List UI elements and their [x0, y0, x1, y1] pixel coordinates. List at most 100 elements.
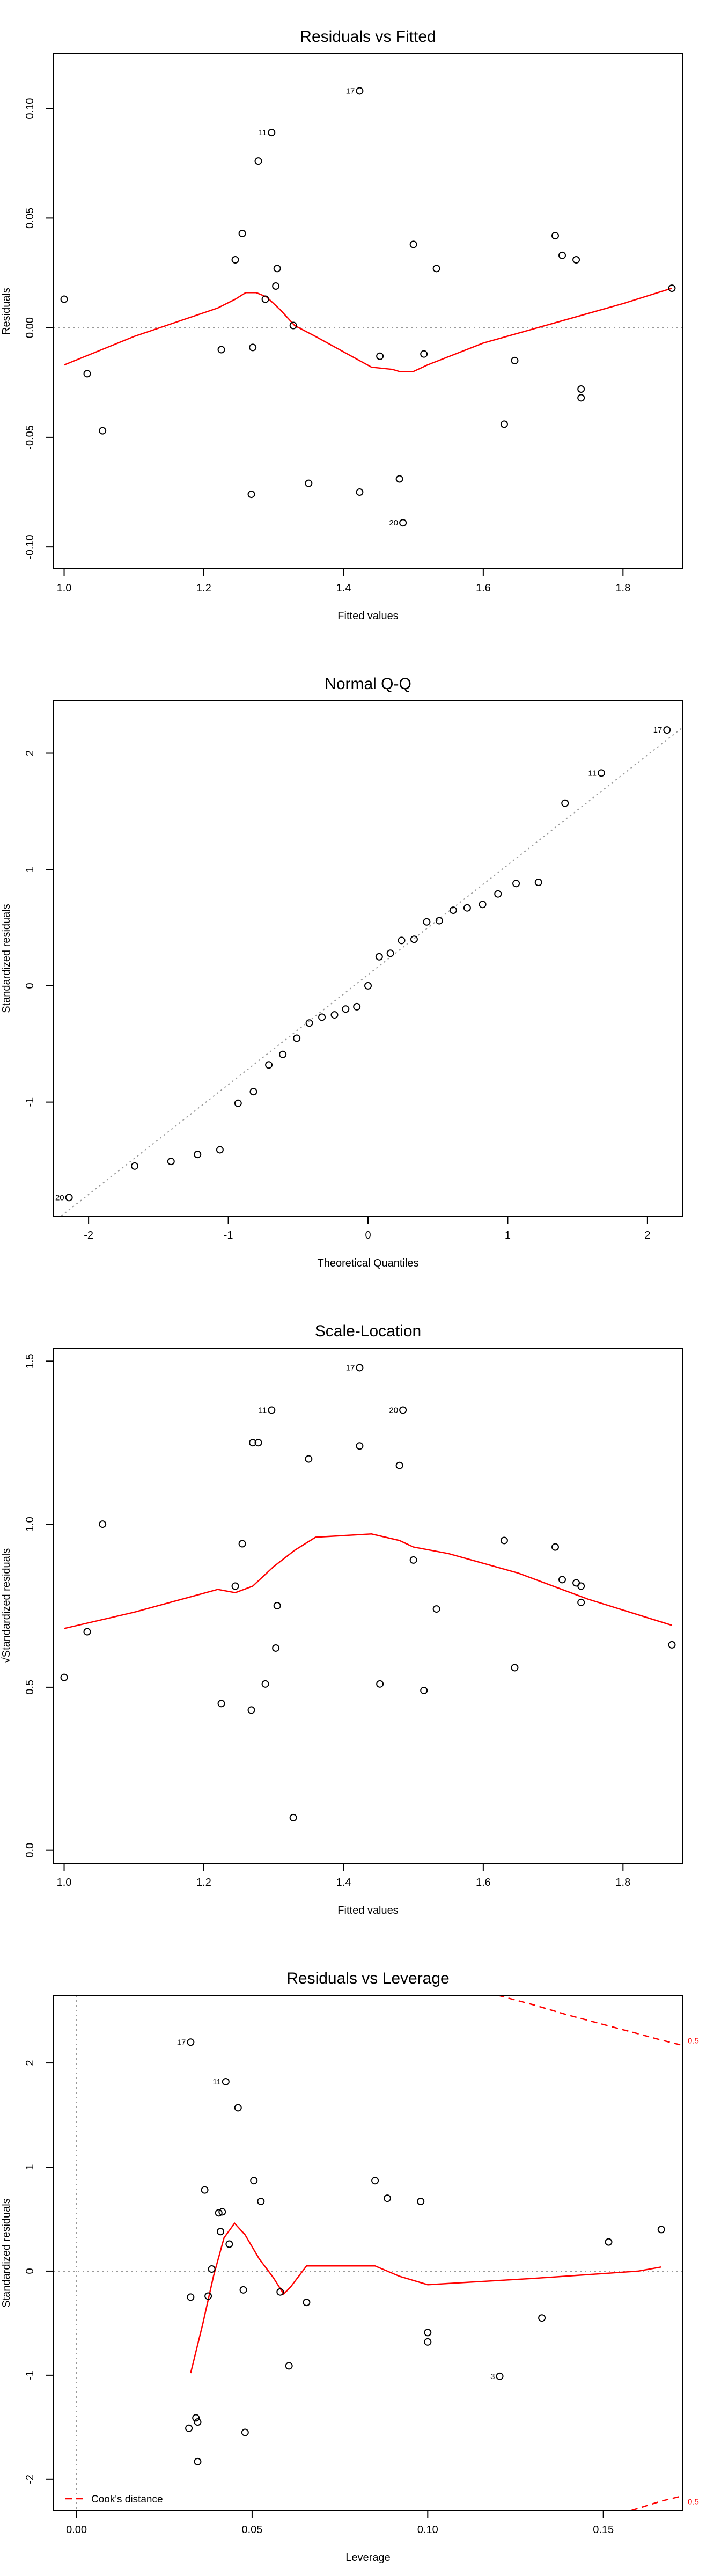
data-point — [231, 256, 239, 264]
data-point — [285, 2362, 293, 2370]
data-point — [356, 1442, 364, 1450]
point-label: 11 — [259, 128, 267, 137]
data-point — [572, 256, 580, 264]
panel-residuals-vs-leverage: Residuals vs Leverage Leverage Standardi… — [1, 1970, 699, 2564]
data-point — [342, 1005, 350, 1013]
data-point — [222, 2077, 230, 2085]
data-point — [353, 1002, 361, 1011]
data-point — [561, 799, 569, 807]
point-label: 11 — [212, 2077, 221, 2087]
data-point — [217, 2228, 225, 2236]
plot-area — [54, 1995, 682, 2511]
data-point — [225, 2240, 233, 2248]
data-point — [417, 2198, 425, 2205]
data-point — [250, 2177, 258, 2185]
data-point — [185, 2424, 193, 2432]
y-tick-label: 0.10 — [24, 98, 36, 119]
data-point — [420, 350, 428, 358]
chart-title: Residuals vs Fitted — [300, 28, 436, 46]
data-point — [657, 2226, 665, 2234]
data-point — [167, 1158, 175, 1166]
x-tick-label: 1.6 — [476, 1877, 491, 1889]
data-point — [420, 1686, 428, 1694]
data-point — [293, 1034, 301, 1042]
smoother-line — [64, 1533, 672, 1629]
data-point — [254, 157, 262, 165]
data-point — [376, 1680, 384, 1688]
y-tick-label: 1.5 — [24, 1353, 36, 1368]
data-point — [424, 2329, 432, 2337]
data-point — [217, 1700, 225, 1708]
data-point — [231, 1582, 239, 1590]
y-tick-label: -0.10 — [24, 535, 36, 559]
data-point — [409, 240, 417, 248]
point-label: 3 — [490, 2372, 495, 2381]
data-point — [234, 1099, 242, 1107]
data-point — [194, 2457, 202, 2465]
y-tick-label: 0 — [24, 2268, 36, 2274]
data-point — [272, 1644, 280, 1652]
plot-frame — [53, 1995, 683, 2511]
data-point — [305, 1455, 313, 1463]
data-point — [192, 2414, 200, 2422]
point-label: 20 — [55, 1193, 64, 1202]
data-point — [208, 2265, 216, 2273]
data-point — [187, 2038, 195, 2046]
data-point — [305, 1019, 313, 1027]
x-tick-label: 1.0 — [57, 582, 72, 594]
data-point — [432, 1605, 440, 1613]
data-point — [249, 1088, 258, 1096]
data-point — [435, 917, 443, 925]
data-point — [60, 1673, 68, 1681]
y-axis-label: √Standardized residuals — [1, 1548, 12, 1663]
data-point — [279, 1050, 287, 1058]
data-point — [318, 1013, 326, 1021]
data-point — [605, 2238, 613, 2246]
data-point — [234, 2104, 242, 2112]
cooks-level-label: 0.5 — [688, 2498, 699, 2507]
data-point — [534, 879, 542, 887]
data-point — [194, 1151, 202, 1159]
y-axis-label: Standardized residuals — [1, 2198, 12, 2307]
y-tick-label: 2 — [24, 750, 36, 756]
plot-area — [60, 726, 682, 1216]
y-tick-label: 0 — [24, 983, 36, 989]
data-point — [356, 87, 364, 95]
data-point — [399, 1406, 407, 1414]
x-axis-label: Fitted values — [337, 610, 398, 622]
x-tick-label: 1.2 — [196, 1877, 211, 1889]
y-tick-label: -1 — [24, 1097, 36, 1107]
data-point — [409, 1556, 417, 1564]
x-tick-label: 0 — [365, 1230, 371, 1241]
y-tick-label: 0.5 — [24, 1680, 36, 1695]
data-point — [241, 2428, 249, 2436]
point-label: 20 — [389, 518, 398, 528]
data-point — [479, 901, 487, 909]
x-tick-label: -2 — [84, 1230, 93, 1241]
data-point — [238, 1540, 246, 1548]
x-tick-label: 0.05 — [241, 2524, 262, 2536]
data-point — [463, 904, 471, 912]
y-tick-label: 0.0 — [24, 1843, 36, 1858]
data-point — [249, 1439, 257, 1447]
data-point — [217, 346, 225, 354]
data-point — [551, 232, 559, 240]
x-tick-label: 1.6 — [476, 582, 491, 594]
data-point — [577, 1598, 585, 1606]
data-point — [305, 479, 313, 487]
data-point — [99, 427, 107, 435]
data-point — [577, 385, 585, 393]
y-tick-label: 1 — [24, 2164, 36, 2170]
data-point — [289, 1813, 297, 1821]
data-point — [668, 1641, 676, 1649]
data-point — [131, 1162, 139, 1170]
data-point — [500, 1536, 508, 1545]
data-point — [511, 1664, 519, 1672]
y-axis-label: Residuals — [1, 288, 12, 335]
data-point — [83, 370, 91, 378]
x-tick-label: 0.00 — [66, 2524, 87, 2536]
data-point — [423, 918, 431, 926]
chart-title: Residuals vs Leverage — [286, 1970, 450, 1987]
point-label: 17 — [346, 1363, 355, 1372]
data-point — [276, 2288, 284, 2296]
